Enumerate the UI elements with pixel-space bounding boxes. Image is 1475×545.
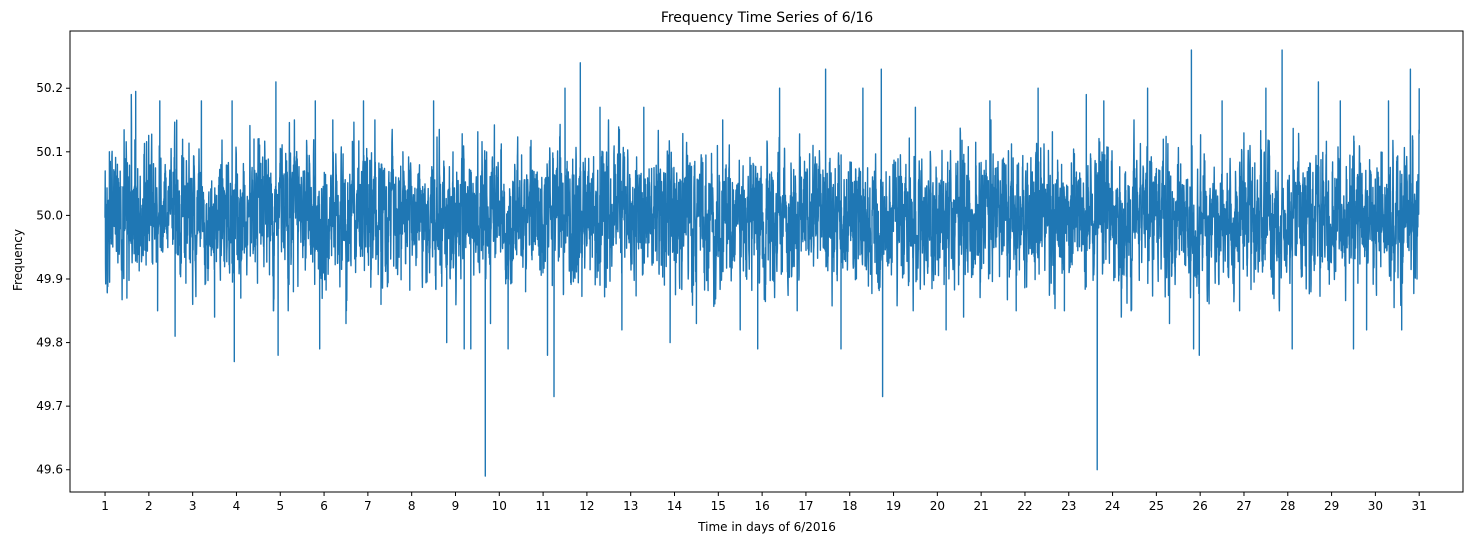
- x-tick-label: 20: [930, 499, 945, 513]
- y-tick-label: 49.9: [36, 272, 63, 286]
- y-tick-label: 49.7: [36, 399, 63, 413]
- x-tick-label: 30: [1368, 499, 1383, 513]
- x-tick-label: 17: [798, 499, 813, 513]
- axes: 49.649.749.849.950.050.150.21 2 3 4 5 6 7 8 9 10 1…: [36, 81, 1427, 513]
- x-tick-label: 12: [579, 499, 594, 513]
- x-tick-label: 19: [886, 499, 901, 513]
- x-tick-label: 5: [276, 499, 284, 513]
- y-tick-label: 49.6: [36, 463, 63, 477]
- x-tick-label: 18: [842, 499, 857, 513]
- x-tick-label: 4: [233, 499, 241, 513]
- x-tick-label: 6: [320, 499, 328, 513]
- chart-title: Frequency Time Series of 6/16: [661, 10, 873, 26]
- x-tick-label: 10: [492, 499, 507, 513]
- y-tick-label: 49.8: [36, 336, 63, 350]
- x-tick-label: 11: [535, 499, 550, 513]
- x-tick-label: 31: [1412, 499, 1427, 513]
- x-tick-label: 14: [667, 499, 682, 513]
- x-tick-label: 28: [1280, 499, 1295, 513]
- y-tick-label: 50.2: [36, 81, 63, 95]
- x-tick-label: 25: [1149, 499, 1164, 513]
- y-tick-label: 50.1: [36, 145, 63, 159]
- x-tick-label: 29: [1324, 499, 1339, 513]
- x-tick-label: 27: [1236, 499, 1251, 513]
- x-tick-label: 26: [1193, 499, 1208, 513]
- y-axis-label: Frequency: [11, 229, 25, 291]
- x-tick-label: 9: [452, 499, 460, 513]
- x-tick-label: 2: [145, 499, 153, 513]
- plot-frame: [69, 30, 1464, 493]
- x-tick-label: 22: [1017, 499, 1032, 513]
- frequency-series-line: [104, 49, 1420, 477]
- x-axis-label: Time in days of 6/2016: [697, 520, 836, 534]
- x-tick-label: 23: [1061, 499, 1076, 513]
- y-tick-label: 50.0: [36, 208, 63, 222]
- x-tick-label: 7: [364, 499, 372, 513]
- x-tick-label: 13: [623, 499, 638, 513]
- plot-area: [104, 49, 1420, 477]
- x-tick-label: 1: [101, 499, 109, 513]
- x-tick-label: 15: [711, 499, 726, 513]
- x-tick-label: 8: [408, 499, 416, 513]
- x-tick-label: 24: [1105, 499, 1120, 513]
- x-tick-label: 3: [189, 499, 197, 513]
- x-tick-label: 16: [754, 499, 769, 513]
- x-tick-label: 21: [974, 499, 989, 513]
